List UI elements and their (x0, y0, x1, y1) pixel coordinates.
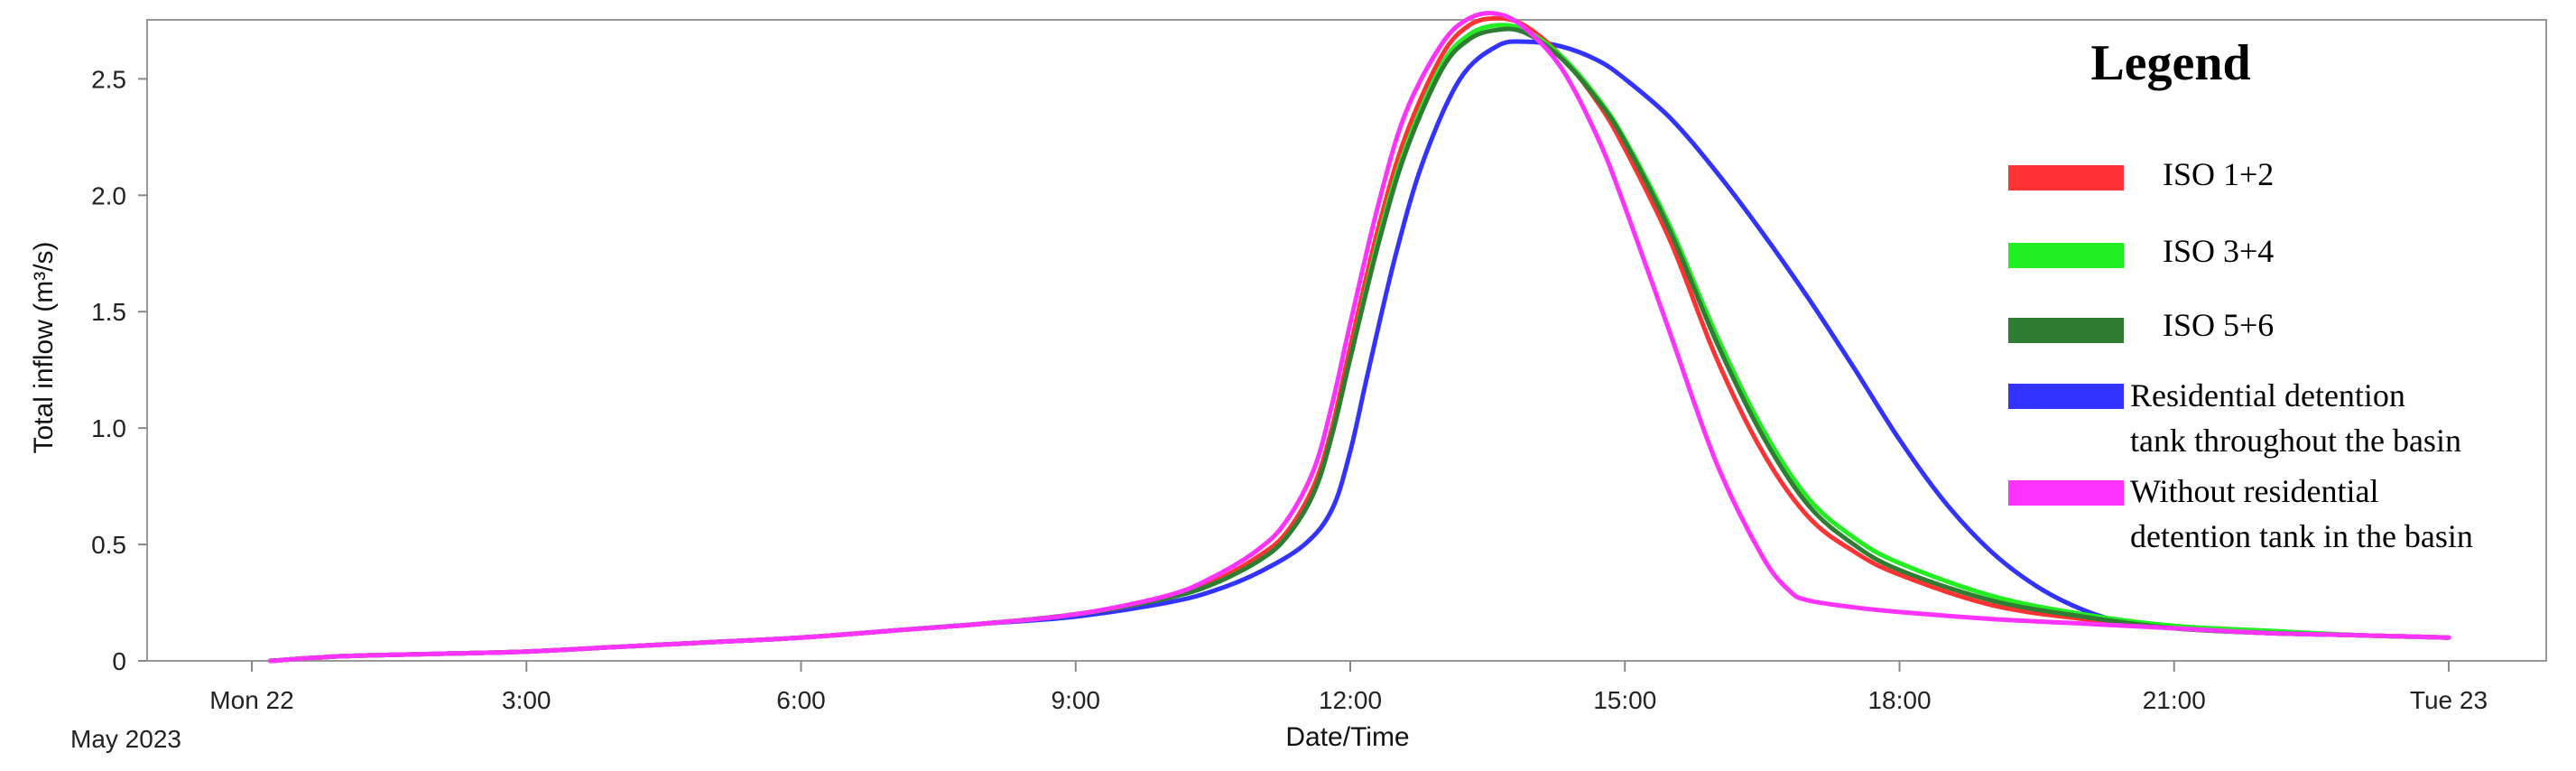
axes: 0 0.5 1.0 1.5 2.0 2.5 Mon 22 3:00 6:00 9:00 12:00 1… (91, 65, 2488, 714)
x-tick-label: Tue 23 (2410, 686, 2488, 714)
legend-swatch (2008, 165, 2124, 190)
legend-title: Legend (2090, 35, 2250, 91)
series-line-5 (267, 10, 2451, 664)
legend-label: Without residential (2130, 473, 2378, 509)
legend-label: ISO 3+4 (2163, 233, 2274, 269)
x-tick-label: 21:00 (2143, 686, 2206, 714)
y-axis-title: Total inflow (m³/s) (29, 241, 59, 453)
legend-label: Residential detention (2130, 377, 2405, 413)
date-caption: May 2023 (70, 725, 181, 753)
x-tick-label: 12:00 (1319, 686, 1382, 714)
legend-label: ISO 5+6 (2163, 307, 2274, 343)
series-lines (267, 10, 2451, 664)
y-tick-label: 0.5 (91, 531, 126, 559)
x-tick-label: 3:00 (502, 686, 551, 714)
legend-swatch (2008, 318, 2124, 343)
y-tick-label: 1.0 (91, 414, 126, 442)
legend-swatch (2008, 243, 2124, 268)
legend-label: tank throughout the basin (2130, 423, 2461, 459)
x-axis-title: Date/Time (1285, 722, 1409, 752)
legend: Legend ISO 1+2 ISO 3+4 ISO 5+6 Residential d… (2008, 35, 2473, 554)
x-tick-label: 18:00 (1867, 686, 1931, 714)
legend-swatch (2008, 384, 2124, 409)
x-tick-label: 15:00 (1593, 686, 1656, 714)
legend-label: ISO 1+2 (2163, 156, 2274, 192)
y-tick-label: 0 (112, 647, 126, 675)
y-tick-label: 2.0 (91, 181, 126, 209)
x-tick-label: Mon 22 (209, 686, 293, 714)
x-tick-label: 9:00 (1052, 686, 1101, 714)
y-tick-label: 1.5 (91, 298, 126, 326)
y-tick-label: 2.5 (91, 65, 126, 93)
x-tick-label: 6:00 (776, 686, 826, 714)
legend-swatch (2008, 480, 2124, 506)
legend-label: detention tank in the basin (2130, 518, 2473, 554)
